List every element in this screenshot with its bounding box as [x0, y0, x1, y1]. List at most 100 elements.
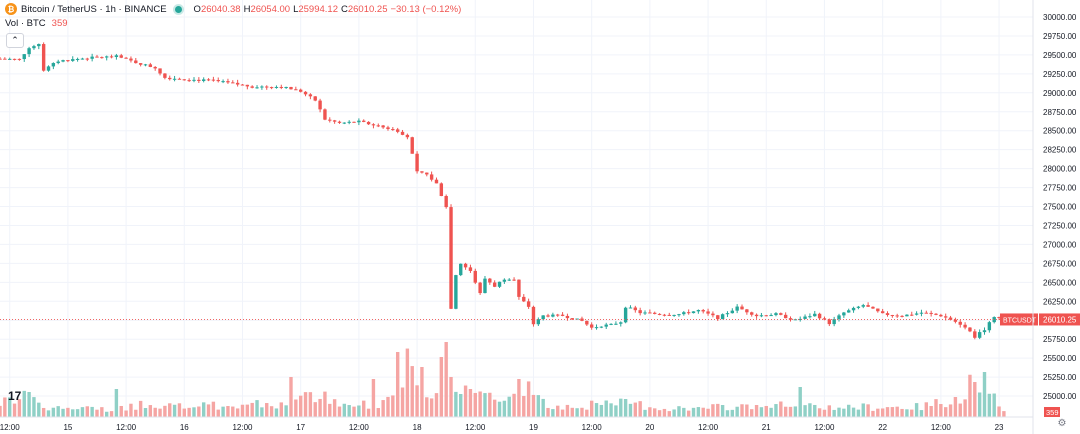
- candle-body: [449, 207, 453, 309]
- volume-bar: [371, 379, 376, 417]
- volume-bar: [803, 405, 807, 417]
- volume-bar: [638, 401, 642, 417]
- volume-bar: [657, 410, 662, 417]
- candle-body: [265, 86, 269, 88]
- volume-bar: [473, 392, 477, 417]
- candle-body: [633, 307, 638, 311]
- candle-body: [459, 263, 463, 276]
- candle-body: [808, 316, 812, 318]
- volume-bar: [201, 402, 206, 417]
- y-tick-label: 30000.00: [1043, 13, 1077, 22]
- candle-body: [153, 66, 157, 69]
- volume-bar: [337, 406, 342, 417]
- volume-bar: [483, 393, 487, 417]
- y-tick-label: 28250.00: [1043, 146, 1077, 155]
- volume-bar: [580, 407, 584, 417]
- symbol-title[interactable]: Bitcoin / TetherUS · 1h · BINANCE: [21, 3, 167, 15]
- price-axis[interactable]: 25000.0025250.0025500.0025750.0026000.00…: [1000, 13, 1080, 417]
- candle-body: [488, 278, 492, 283]
- candle-body: [429, 174, 434, 180]
- candle-body: [851, 307, 856, 311]
- volume-bar: [783, 406, 788, 417]
- volume-bar: [405, 348, 410, 417]
- candle-body: [919, 312, 924, 314]
- candle-body: [628, 307, 633, 309]
- candle-body: [158, 68, 162, 74]
- candle-body: [997, 317, 1001, 319]
- candle-body: [289, 86, 293, 90]
- volume-bar: [934, 399, 938, 417]
- volume-bar: [977, 392, 982, 417]
- volume-bar: [260, 407, 264, 417]
- candle-body: [861, 305, 865, 307]
- volume-bar: [517, 379, 521, 417]
- candle-body: [85, 58, 89, 60]
- candle-body: [410, 137, 414, 154]
- volume-bar: [158, 408, 162, 417]
- volume-bar: [347, 405, 351, 417]
- volume-bar: [754, 405, 759, 417]
- candle-body: [750, 312, 754, 315]
- volume-bar: [119, 405, 123, 417]
- volume-bar: [643, 409, 647, 417]
- volume-bar: [623, 399, 628, 417]
- candle-body: [900, 315, 904, 317]
- candle-body: [546, 315, 550, 317]
- volume-bar: [793, 406, 798, 417]
- candle-body: [497, 281, 502, 287]
- volume-bar: [817, 408, 822, 417]
- candle-body: [391, 129, 395, 131]
- volume-bar: [570, 407, 574, 417]
- bitcoin-icon: ₿: [5, 3, 17, 15]
- volume-bar: [788, 406, 793, 417]
- volume-bar: [313, 402, 317, 417]
- tradingview-logo[interactable]: 17: [8, 389, 22, 403]
- grid: [0, 0, 1033, 417]
- volume-bar: [827, 405, 832, 417]
- volume-bar: [362, 400, 366, 417]
- candle-body: [973, 331, 977, 338]
- candle-body: [842, 312, 846, 316]
- candle-body: [405, 134, 410, 138]
- volume-bar: [134, 409, 138, 417]
- time-axis[interactable]: 12:00 15 12:00 16 12:00 17 12:00 18 12:00 19 12:00…: [0, 0, 1034, 434]
- volume-bar: [148, 405, 153, 417]
- symbol-legend[interactable]: ₿ Bitcoin / TetherUS · 1h · BINANCE O 26…: [5, 3, 461, 15]
- candle-body: [706, 311, 710, 314]
- x-tick-label: 20: [645, 423, 654, 432]
- candle-body: [90, 56, 94, 59]
- volume-bar: [890, 407, 895, 417]
- candle-body: [22, 54, 26, 60]
- volume-bar: [226, 406, 230, 417]
- x-tick-label: 15: [63, 423, 72, 432]
- candle-body: [953, 319, 958, 322]
- volume-bar: [575, 408, 579, 417]
- volume-bar: [594, 403, 599, 417]
- volume-bar: [672, 409, 676, 417]
- candle-body: [240, 84, 245, 86]
- candle-body: [944, 316, 948, 318]
- volume-bar: [284, 405, 288, 417]
- volume-bar: [328, 403, 332, 417]
- volume-bar: [444, 342, 448, 417]
- volume-bar: [696, 407, 701, 417]
- candle-body: [551, 314, 555, 317]
- collapse-legend-button[interactable]: ⌃: [6, 33, 24, 48]
- candle-body: [871, 306, 875, 309]
- volume-bar: [129, 403, 133, 417]
- candle-body: [531, 306, 536, 325]
- candle-body: [473, 270, 477, 283]
- volume-bar: [856, 409, 861, 417]
- candle-body: [716, 315, 720, 320]
- candle-body: [362, 120, 366, 122]
- volume-bar: [391, 395, 395, 417]
- candle-body: [745, 309, 749, 313]
- gear-icon[interactable]: ⚙: [1057, 418, 1067, 429]
- volume-bar: [32, 397, 36, 417]
- candle-body: [890, 315, 895, 317]
- volume-legend[interactable]: Vol · BTC 359: [5, 18, 68, 29]
- volume-bar: [691, 407, 696, 417]
- x-tick-label: 21: [762, 423, 771, 432]
- candle-body: [570, 318, 574, 320]
